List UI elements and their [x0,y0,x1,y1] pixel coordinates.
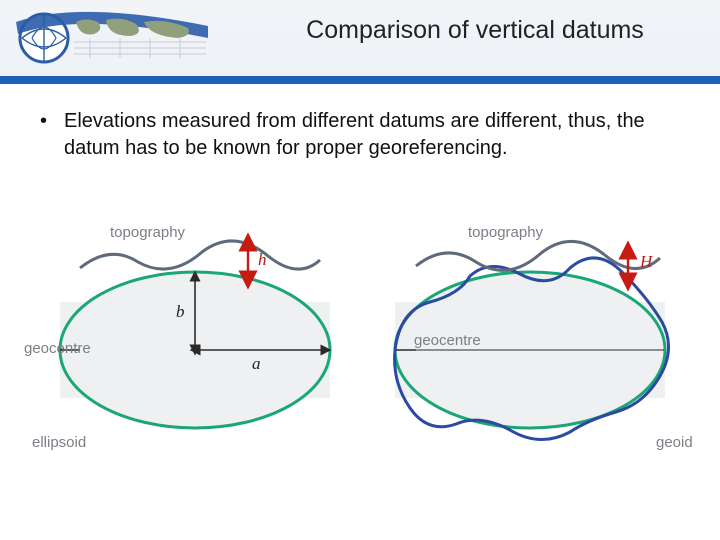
diagram-row: topography h b a geocentre ellipsoid [20,210,700,490]
header-divider [0,76,720,84]
bullet-area: • Elevations measured from different dat… [0,84,720,162]
label-ellipsoid: ellipsoid [32,434,86,451]
ellipsoid-panel: topography h b a geocentre ellipsoid [20,210,360,490]
label-topography-right: topography [468,224,543,241]
label-geocentre-left: geocentre [24,340,91,357]
logo [10,8,210,68]
label-topography-left: topography [110,224,185,241]
label-geocentre-right: geocentre [414,332,481,349]
label-b: b [176,302,185,322]
geoid-panel: topography H geocentre geoid [360,210,700,490]
label-a: a [252,354,261,374]
slide-title: Comparison of vertical datums [260,16,690,45]
label-h: h [258,250,267,270]
bullet-item: • Elevations measured from different dat… [40,108,680,162]
label-H: H [640,252,652,272]
slide-header: Comparison of vertical datums [0,0,720,76]
geoid-svg [360,210,700,480]
label-geoid: geoid [656,434,693,451]
bullet-text: Elevations measured from different datum… [64,108,680,162]
bullet-marker: • [40,108,64,135]
